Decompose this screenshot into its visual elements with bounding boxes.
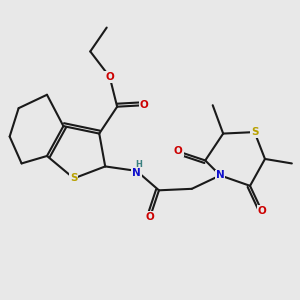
Text: O: O xyxy=(174,146,183,157)
Text: O: O xyxy=(258,206,266,216)
Text: N: N xyxy=(132,168,141,178)
Text: O: O xyxy=(105,72,114,82)
Text: S: S xyxy=(251,127,258,137)
Text: O: O xyxy=(146,212,154,222)
Text: S: S xyxy=(70,173,78,183)
Text: O: O xyxy=(140,100,148,110)
Text: N: N xyxy=(216,170,224,180)
Text: H: H xyxy=(136,160,142,169)
